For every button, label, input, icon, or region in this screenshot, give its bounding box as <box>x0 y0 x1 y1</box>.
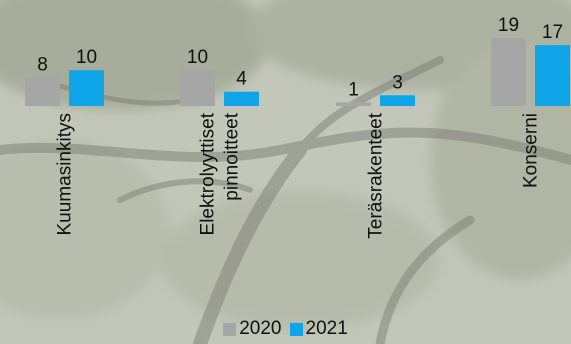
data-label-2020-1: 10 <box>187 47 208 68</box>
bar-2020-2 <box>336 102 371 106</box>
bar-2021-1 <box>224 91 259 106</box>
data-label-2021-3: 17 <box>542 22 563 43</box>
category-label-0: Kuumasinkitys <box>55 113 76 236</box>
data-label-2021-1: 4 <box>236 69 247 90</box>
legend-swatch-2020 <box>223 322 237 336</box>
bar-2020-1 <box>180 70 215 106</box>
legend-label-2021: 2021 <box>305 318 348 339</box>
data-label-2021-2: 3 <box>392 72 403 93</box>
data-label-2020-0: 8 <box>37 54 48 75</box>
category-label-2: Teräsrakenteet <box>366 112 387 238</box>
bar-2021-3 <box>535 45 570 106</box>
bar-2020-3 <box>491 38 526 106</box>
category-label-1: Elektrolyyttiset pinnoitteet <box>198 112 243 235</box>
data-label-2020-3: 19 <box>498 15 519 36</box>
legend-item-2021: 2021 <box>289 318 348 340</box>
bar-2021-0 <box>69 70 104 106</box>
chart-legend: 2020 2021 <box>0 318 571 340</box>
data-label-2021-0: 10 <box>76 47 97 68</box>
bar-2021-2 <box>380 95 415 106</box>
category-label-3: Konserni <box>521 113 542 188</box>
legend-item-2020: 2020 <box>223 318 282 340</box>
data-label-2020-2: 1 <box>348 79 359 100</box>
legend-label-2020: 2020 <box>239 318 282 339</box>
bar-2020-0 <box>25 77 60 106</box>
legend-swatch-2021 <box>289 322 303 336</box>
